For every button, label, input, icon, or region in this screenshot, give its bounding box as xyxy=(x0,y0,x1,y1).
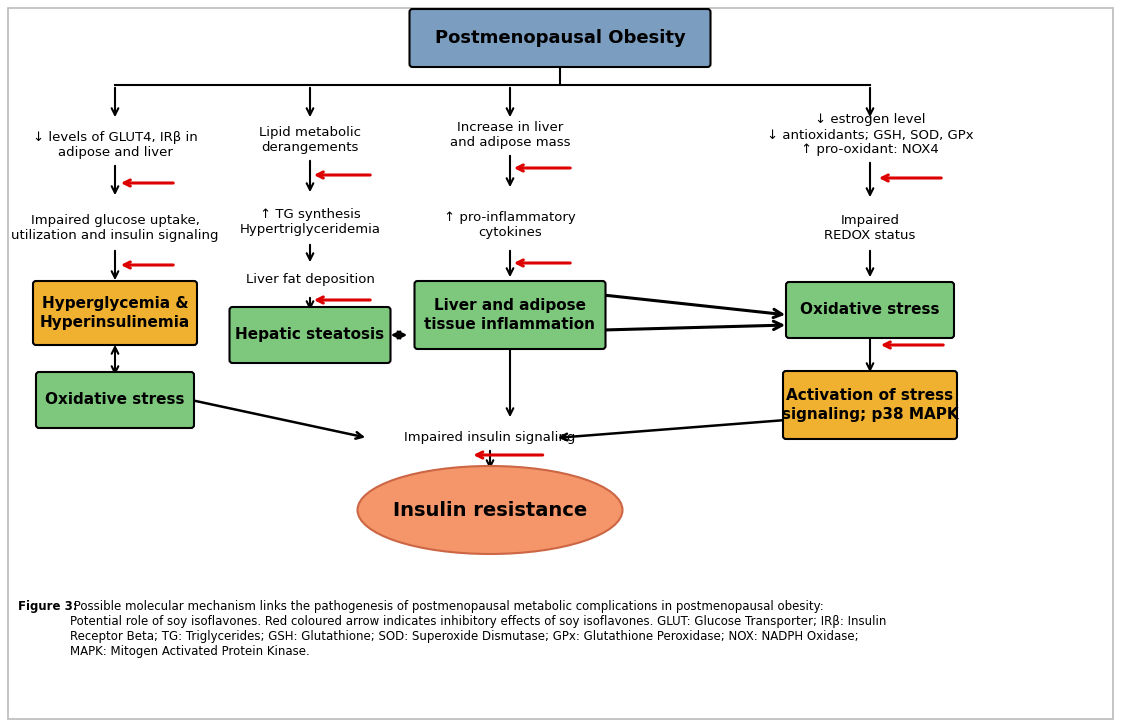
Text: Figure 3:: Figure 3: xyxy=(18,600,77,613)
FancyBboxPatch shape xyxy=(230,307,390,363)
Text: ↑ pro-inflammatory
cytokines: ↑ pro-inflammatory cytokines xyxy=(444,211,576,239)
Text: Postmenopausal Obesity: Postmenopausal Obesity xyxy=(435,29,685,47)
Text: Impaired insulin signaling: Impaired insulin signaling xyxy=(405,432,576,444)
FancyBboxPatch shape xyxy=(415,281,605,349)
Text: ↓ estrogen level
↓ antioxidants; GSH, SOD, GPx
↑ pro-oxidant: NOX4: ↓ estrogen level ↓ antioxidants; GSH, SO… xyxy=(767,113,973,156)
Text: Oxidative stress: Oxidative stress xyxy=(800,302,939,318)
Text: Liver and adipose
tissue inflammation: Liver and adipose tissue inflammation xyxy=(425,297,595,332)
Text: Oxidative stress: Oxidative stress xyxy=(45,393,185,408)
FancyBboxPatch shape xyxy=(33,281,197,345)
FancyBboxPatch shape xyxy=(36,372,194,428)
Text: Impaired
REDOX status: Impaired REDOX status xyxy=(824,214,916,242)
Text: Hyperglycemia &
Hyperinsulinemia: Hyperglycemia & Hyperinsulinemia xyxy=(40,296,191,330)
FancyBboxPatch shape xyxy=(786,282,954,338)
Text: Activation of stress
signaling; p38 MAPK: Activation of stress signaling; p38 MAPK xyxy=(781,387,958,422)
Text: Insulin resistance: Insulin resistance xyxy=(392,500,587,520)
Text: Possible molecular mechanism links the pathogenesis of postmenopausal metabolic : Possible molecular mechanism links the p… xyxy=(70,600,887,658)
Ellipse shape xyxy=(358,466,622,554)
Text: Impaired glucose uptake,
utilization and insulin signaling: Impaired glucose uptake, utilization and… xyxy=(11,214,219,242)
Text: Increase in liver
and adipose mass: Increase in liver and adipose mass xyxy=(450,121,571,149)
Text: Hepatic steatosis: Hepatic steatosis xyxy=(235,327,385,342)
FancyBboxPatch shape xyxy=(782,371,957,439)
Text: ↓ levels of GLUT4, IRβ in
adipose and liver: ↓ levels of GLUT4, IRβ in adipose and li… xyxy=(33,131,197,159)
Text: ↑ TG synthesis
Hypertriglyceridemia: ↑ TG synthesis Hypertriglyceridemia xyxy=(240,208,380,236)
Text: Liver fat deposition: Liver fat deposition xyxy=(245,273,374,286)
Text: Lipid metabolic
derangements: Lipid metabolic derangements xyxy=(259,126,361,154)
FancyBboxPatch shape xyxy=(409,9,711,67)
